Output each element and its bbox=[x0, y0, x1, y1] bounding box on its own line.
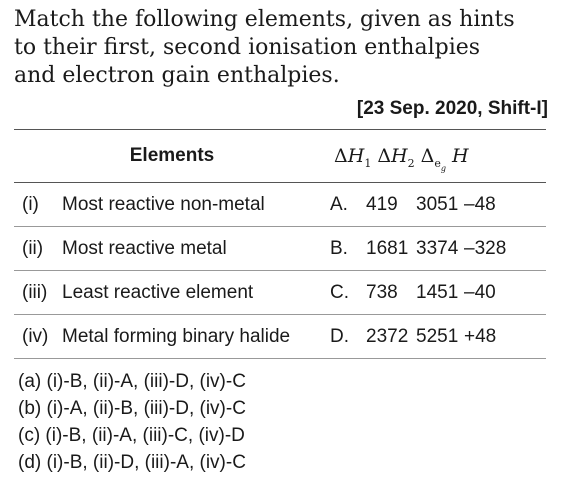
table-row: (i) Most reactive non-metal A. 419 3051 –48 bbox=[14, 182, 546, 227]
element-hint: (ii) Most reactive metal bbox=[14, 226, 330, 271]
element-values: A. 419 3051 –48 bbox=[330, 182, 546, 227]
table-row: (iii) Least reactive element C. 738 1451 –40 bbox=[14, 270, 546, 315]
answer-options: (a) (i)-B, (ii)-A, (iii)-D, (iv)-C (b) (… bbox=[18, 368, 246, 476]
match-table: Elements ΔH1 ΔH2 ΔegH (i) Most reactive non… bbox=[14, 129, 546, 359]
element-hint: (iv) Metal forming binary halide bbox=[14, 314, 330, 359]
exam-source: [23 Sep. 2020, Shift-I] bbox=[356, 98, 548, 119]
element-values: D. 2372 5251 +48 bbox=[330, 314, 546, 359]
header-enthalpies: ΔH1 ΔH2 ΔegH bbox=[330, 129, 546, 183]
element-hint: (iii) Least reactive element bbox=[14, 270, 330, 315]
option-c[interactable]: (c) (i)-B, (ii)-A, (iii)-C, (iv)-D bbox=[18, 425, 245, 446]
header-elements: Elements bbox=[14, 129, 330, 183]
option-a[interactable]: (a) (i)-B, (ii)-A, (iii)-D, (iv)-C bbox=[18, 371, 246, 392]
table-row: (ii) Most reactive metal B. 1681 3374 –328 bbox=[14, 226, 546, 271]
option-d[interactable]: (d) (i)-B, (ii)-D, (iii)-A, (iv)-C bbox=[18, 452, 246, 473]
table-row: (iv) Metal forming binary halide D. 2372 52… bbox=[14, 314, 546, 359]
element-values: B. 1681 3374 –328 bbox=[330, 226, 546, 271]
question-line-2: to their first, second ionisation enthal… bbox=[14, 35, 481, 60]
question-line-3: and electron gain enthalpies. bbox=[14, 63, 340, 88]
element-values: C. 738 1451 –40 bbox=[330, 270, 546, 315]
table-header-row: Elements ΔH1 ΔH2 ΔegH bbox=[14, 129, 546, 183]
question-text: Match the following elements, given as h… bbox=[14, 6, 554, 90]
option-b[interactable]: (b) (i)-A, (ii)-B, (iii)-D, (iv)-C bbox=[18, 398, 246, 419]
element-hint: (i) Most reactive non-metal bbox=[14, 182, 330, 227]
question-line-1: Match the following elements, given as h… bbox=[14, 7, 515, 32]
